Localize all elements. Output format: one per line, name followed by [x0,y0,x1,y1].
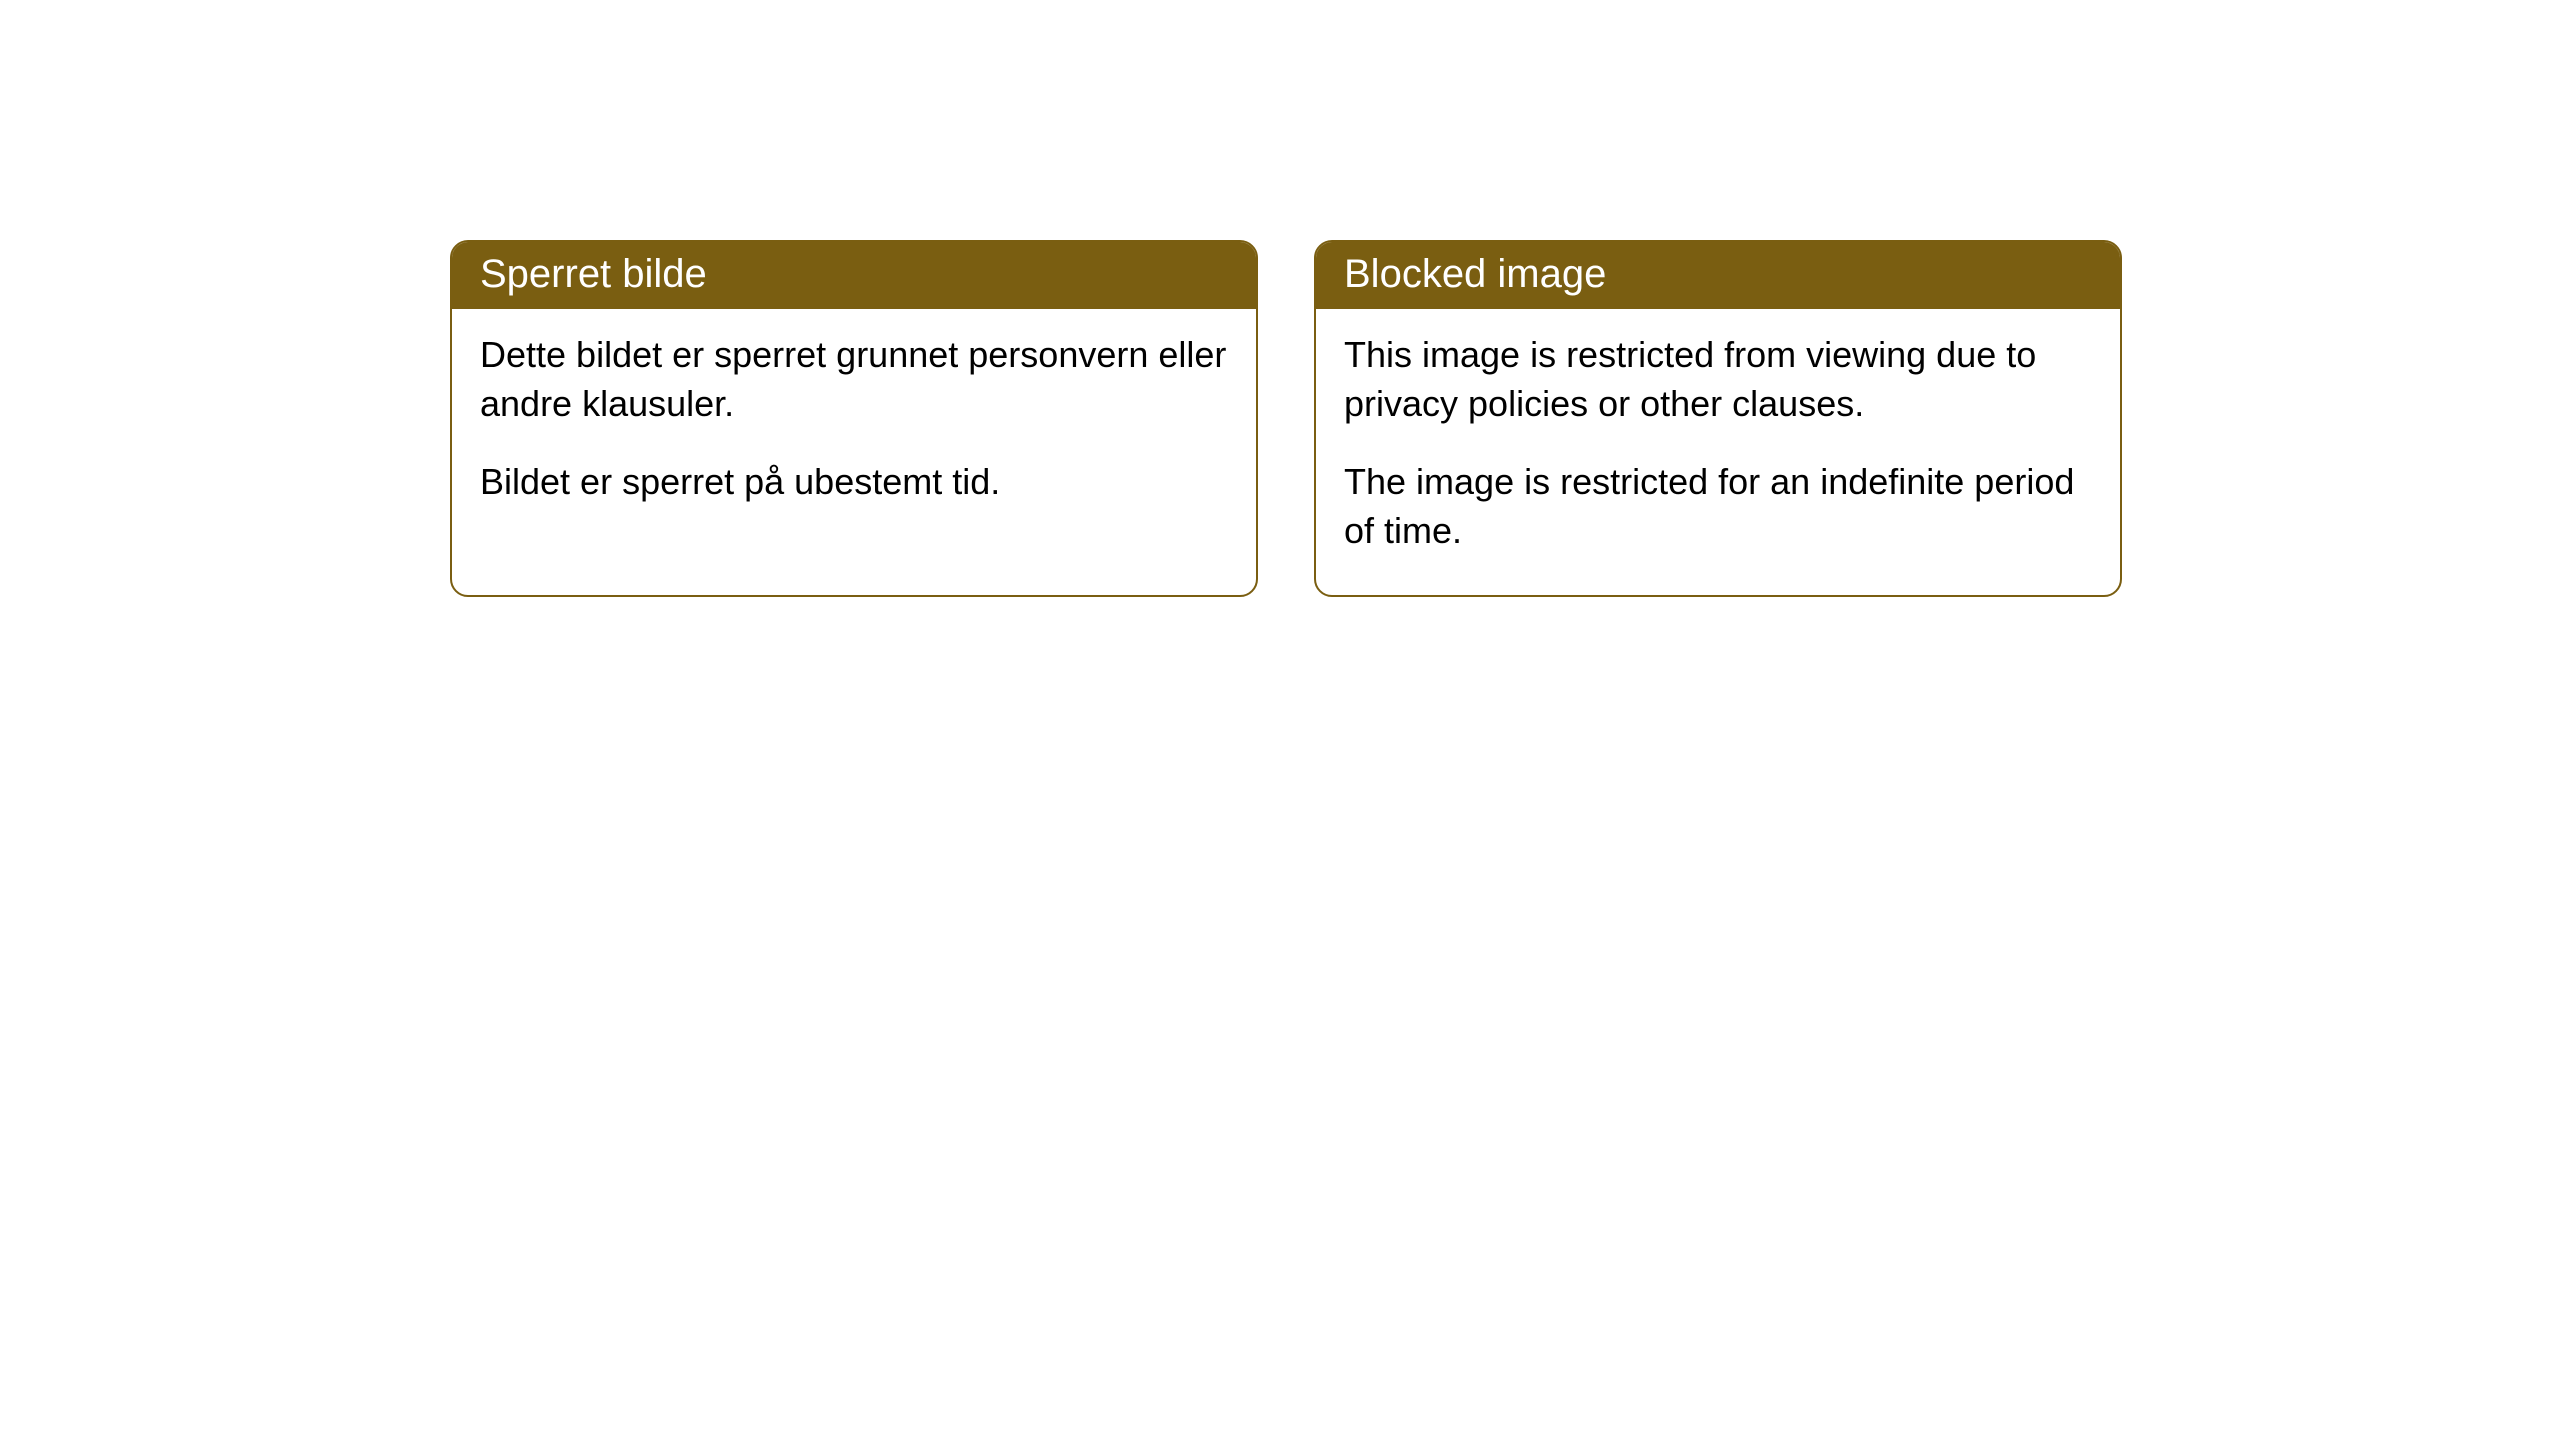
notice-paragraph-1-english: This image is restricted from viewing du… [1344,331,2092,428]
notice-card-norwegian: Sperret bilde Dette bildet er sperret gr… [450,240,1258,597]
notice-header-english: Blocked image [1316,242,2120,309]
notice-title-norwegian: Sperret bilde [480,252,707,296]
notice-paragraph-2-english: The image is restricted for an indefinit… [1344,458,2092,555]
notice-title-english: Blocked image [1344,252,1606,296]
notice-paragraph-1-norwegian: Dette bildet er sperret grunnet personve… [480,331,1228,428]
notice-header-norwegian: Sperret bilde [452,242,1256,309]
notice-card-english: Blocked image This image is restricted f… [1314,240,2122,597]
notice-body-english: This image is restricted from viewing du… [1316,309,2120,595]
notice-body-norwegian: Dette bildet er sperret grunnet personve… [452,309,1256,547]
notice-container: Sperret bilde Dette bildet er sperret gr… [450,240,2122,597]
notice-paragraph-2-norwegian: Bildet er sperret på ubestemt tid. [480,458,1228,507]
